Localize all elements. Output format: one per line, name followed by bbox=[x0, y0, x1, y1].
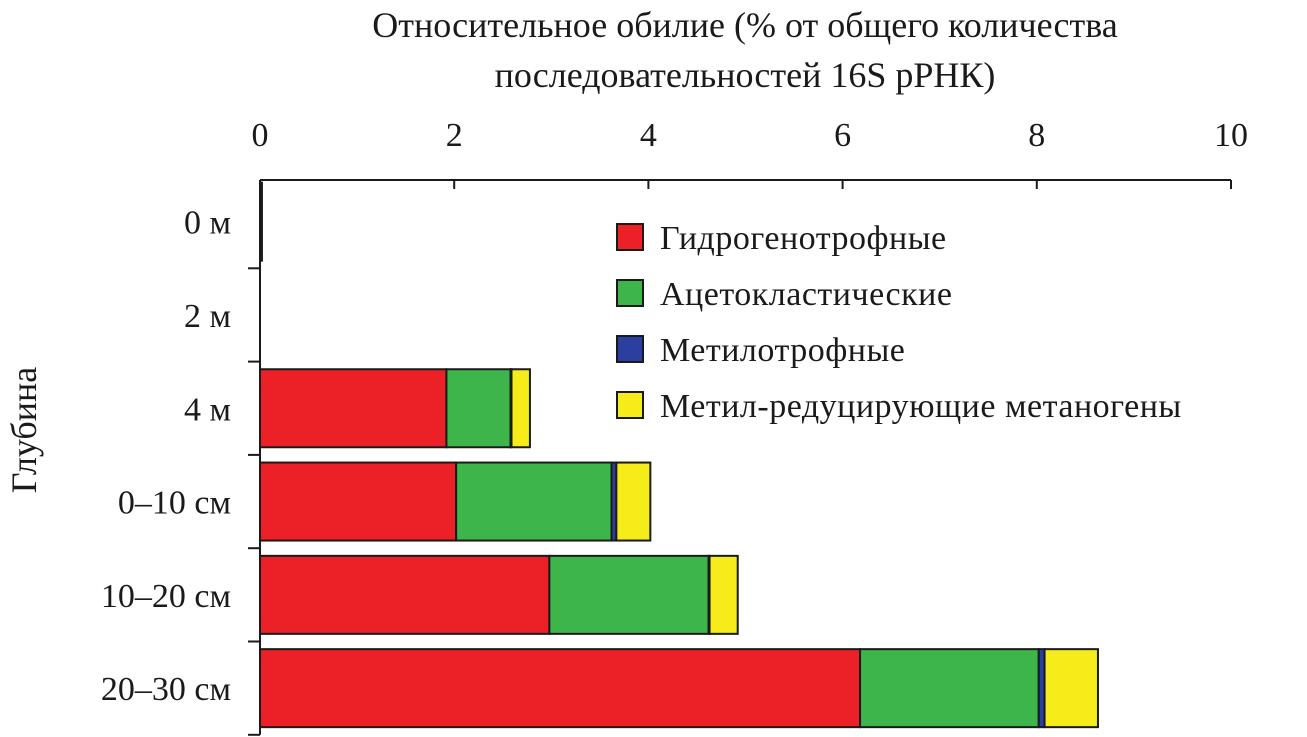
bar-segment bbox=[708, 554, 739, 635]
legend-swatch bbox=[616, 223, 644, 251]
x-axis: 0 2 4 6 8 10 bbox=[252, 117, 1248, 189]
x-axis-label-line-2: последовательностей 16S рРНК) bbox=[495, 55, 996, 95]
x-tick-label: 10 bbox=[1214, 117, 1248, 154]
x-tick-label: 2 bbox=[446, 117, 463, 154]
legend-label: Метилотрофные bbox=[660, 332, 905, 369]
legend-swatch bbox=[616, 279, 644, 307]
y-axis: 0 м 2 м 4 м 0–10 см 10–20 см 20–30 см bbox=[101, 180, 261, 736]
x-tick-label: 6 bbox=[834, 117, 851, 154]
x-tick-label: 8 bbox=[1028, 117, 1045, 154]
legend: Гидрогенотрофные Ацетокластические Метилот… bbox=[616, 220, 1182, 425]
legend-swatch bbox=[616, 335, 644, 363]
bar-segment bbox=[445, 368, 512, 449]
bar-segment bbox=[859, 648, 1040, 729]
bar-segment bbox=[259, 648, 862, 729]
legend-swatch bbox=[616, 391, 644, 419]
y-axis-label: Глубина bbox=[4, 367, 44, 493]
x-tick-label: 4 bbox=[640, 117, 657, 154]
x-axis-label-line-1: Относительное обилие (% от общего количе… bbox=[372, 5, 1117, 45]
x-axis-label: Относительное обилие (% от общего количе… bbox=[372, 5, 1117, 95]
bar-segment bbox=[615, 461, 652, 542]
legend-label: Метил-редуцирующие метаногены bbox=[660, 388, 1182, 425]
bar-segment bbox=[259, 368, 448, 449]
bar-segment bbox=[259, 461, 458, 542]
bar-segment bbox=[510, 368, 531, 449]
bar-segment bbox=[259, 181, 263, 262]
bars bbox=[259, 181, 1099, 729]
category-label: 4 м bbox=[184, 391, 231, 428]
bar-segment bbox=[1043, 648, 1099, 729]
category-label: 10–20 см bbox=[101, 578, 231, 615]
category-label: 0–10 см bbox=[118, 485, 231, 522]
category-label: 0 м bbox=[184, 205, 231, 242]
legend-label: Гидрогенотрофные bbox=[660, 220, 947, 257]
x-tick-label: 0 bbox=[252, 117, 269, 154]
bar-segment bbox=[455, 461, 613, 542]
category-label: 2 м bbox=[184, 298, 231, 335]
legend-label: Ацетокластические bbox=[660, 276, 952, 313]
category-label: 20–30 см bbox=[101, 671, 231, 708]
bar-segment bbox=[259, 554, 551, 635]
bar-segment bbox=[548, 554, 710, 635]
